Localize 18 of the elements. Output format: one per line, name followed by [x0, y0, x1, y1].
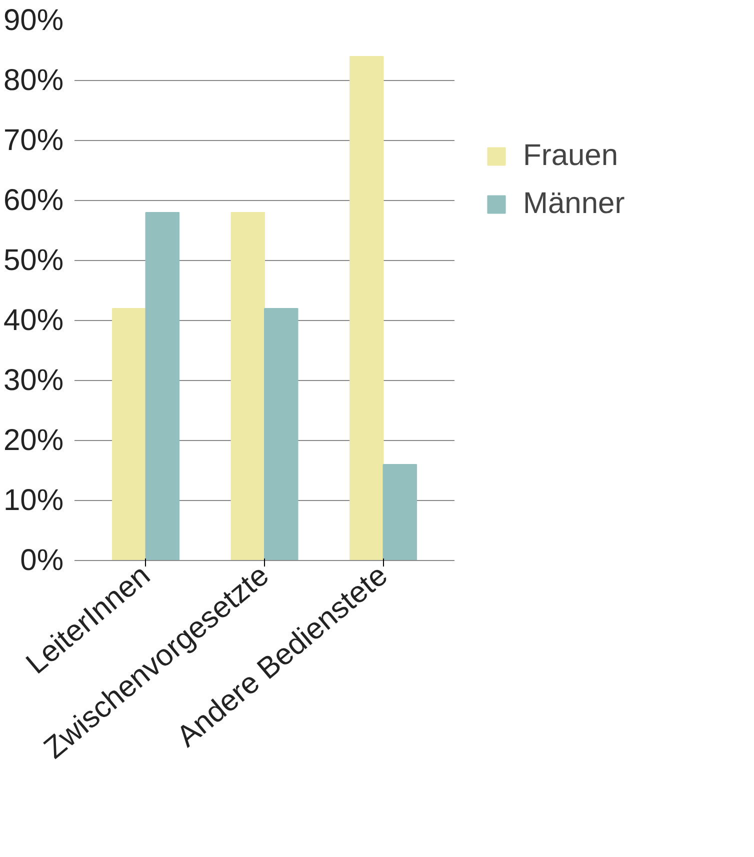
bar — [350, 56, 384, 560]
y-tick-label: 60% — [3, 184, 64, 217]
y-tick-label: 40% — [3, 304, 64, 337]
bar — [230, 212, 265, 560]
y-tick-label: 10% — [3, 484, 64, 517]
y-tick-label: 50% — [3, 244, 64, 277]
y-tick-label: 20% — [3, 424, 64, 457]
y-tick-label: 80% — [3, 64, 64, 97]
bar — [145, 212, 180, 560]
y-tick-label: 0% — [20, 544, 64, 577]
bar — [264, 308, 298, 560]
bar — [382, 464, 417, 560]
bar — [112, 308, 146, 560]
y-tick-label: 70% — [3, 124, 64, 157]
legend-label: Frauen — [523, 139, 618, 173]
y-tick-label: 30% — [3, 364, 64, 397]
y-tick-label: 90% — [3, 4, 64, 37]
legend-label: Männer — [523, 187, 625, 221]
